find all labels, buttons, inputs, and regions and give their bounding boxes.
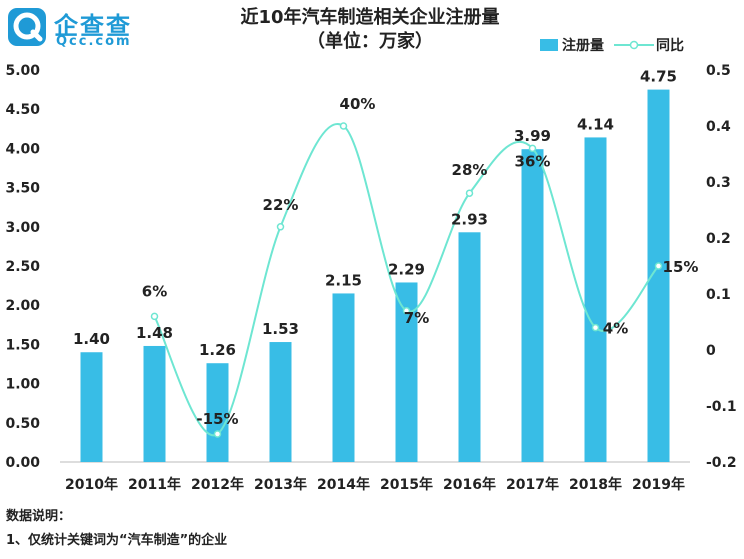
line-value-label: 15%	[663, 258, 699, 276]
y-right-tick-label: 0.2	[706, 231, 731, 247]
line-point	[591, 323, 600, 332]
legend-bar-swatch	[540, 39, 558, 51]
bar-value-label: 2.93	[451, 210, 488, 228]
y-left-tick-label: 0.50	[5, 416, 40, 432]
x-tick-label: 2019年	[632, 476, 685, 493]
bar	[458, 232, 481, 462]
y-right-tick-label: 0.4	[706, 119, 731, 135]
y-left-tick-label: 5.00	[5, 63, 40, 79]
bar-value-label: 1.53	[262, 320, 299, 338]
bar	[80, 352, 103, 462]
y-left-tick-label: 4.50	[5, 102, 40, 118]
bar-value-label: 1.40	[73, 330, 110, 348]
x-tick-label: 2018年	[569, 476, 622, 493]
line-point	[150, 312, 159, 321]
line-point	[339, 122, 348, 130]
notes: 数据说明： 1、仅统计关键词为“汽车制造”的企业	[6, 505, 227, 553]
bar	[206, 363, 229, 462]
y-left-tick-label: 1.00	[5, 377, 40, 393]
bar-value-label: 1.26	[199, 341, 236, 359]
notes-heading: 数据说明：	[6, 509, 72, 524]
y-left-tick-label: 2.00	[5, 298, 40, 314]
bar-value-label: 4.14	[577, 115, 614, 133]
qcc-logo: 企查查 Qcc.com	[6, 4, 146, 54]
legend-line-swatch	[614, 40, 654, 50]
bar	[521, 149, 544, 462]
y-left-tick-label: 0.00	[5, 455, 40, 471]
bar-value-label: 4.75	[640, 68, 677, 86]
line-value-label: 4%	[603, 320, 628, 338]
line-point	[528, 144, 537, 153]
chart-title-line1: 近10年汽车制造相关企业注册量	[240, 7, 500, 28]
bar	[332, 293, 355, 462]
x-tick-label: 2016年	[443, 476, 496, 493]
line-value-label: 7%	[404, 309, 429, 327]
x-tick-label: 2012年	[191, 476, 244, 493]
y-left-tick-label: 1.50	[5, 337, 40, 353]
line-value-label: 36%	[515, 152, 551, 170]
bar-value-label: 1.48	[136, 324, 173, 342]
line-point	[402, 307, 411, 315]
bar	[143, 345, 166, 462]
qcc-logo-icon	[8, 8, 46, 46]
y-right-tick-label: 0.3	[706, 175, 731, 191]
y-left-tick-label: 2.50	[5, 259, 40, 275]
x-tick-label: 2013年	[254, 476, 307, 493]
line-point	[276, 223, 285, 231]
y-right-tick-label: -0.2	[706, 455, 737, 471]
bar	[647, 89, 670, 462]
line-value-label: 40%	[340, 95, 376, 113]
logo-sub: Qcc.com	[56, 34, 132, 49]
series-line	[153, 123, 660, 437]
chart-title-line2: （单位：万家）	[307, 31, 433, 52]
bar-value-label: 3.99	[514, 127, 551, 145]
x-tick-label: 2010年	[65, 476, 118, 493]
x-tick-label: 2015年	[380, 476, 433, 493]
y-left-tick-label: 3.50	[5, 181, 40, 197]
y-right-tick-label: -0.1	[706, 399, 737, 415]
bar	[269, 342, 292, 462]
x-tick-label: 2011年	[128, 476, 181, 493]
line-value-label: -15%	[196, 410, 238, 428]
y-right-tick-label: 0.1	[706, 287, 731, 303]
x-tick-label: 2014年	[317, 476, 370, 493]
bar	[584, 137, 607, 462]
bar-value-label: 2.29	[388, 260, 425, 278]
y-right-tick-label: 0.5	[706, 63, 731, 79]
chart-title: 近10年汽车制造相关企业注册量 （单位：万家）	[200, 6, 540, 54]
line-value-label: 6%	[142, 282, 167, 300]
y-left-tick-label: 3.00	[5, 220, 40, 236]
logo-name: 企查查	[54, 12, 132, 40]
bar	[395, 282, 418, 462]
x-tick-label: 2017年	[506, 476, 559, 493]
legend-bar-label: 注册量	[562, 38, 604, 54]
legend-line-label: 同比	[656, 38, 684, 54]
bar-value-label: 2.15	[325, 271, 362, 289]
line-point	[654, 262, 663, 270]
legend: 注册量 同比	[540, 34, 740, 56]
notes-line1: 1、仅统计关键词为“汽车制造”的企业	[6, 533, 228, 548]
y-right-tick-label: 0	[706, 343, 716, 359]
line-point	[213, 430, 222, 438]
y-left-tick-label: 4.00	[5, 141, 40, 157]
line-point	[465, 189, 474, 197]
line-value-label: 28%	[452, 161, 488, 179]
line-value-label: 22%	[263, 196, 299, 214]
